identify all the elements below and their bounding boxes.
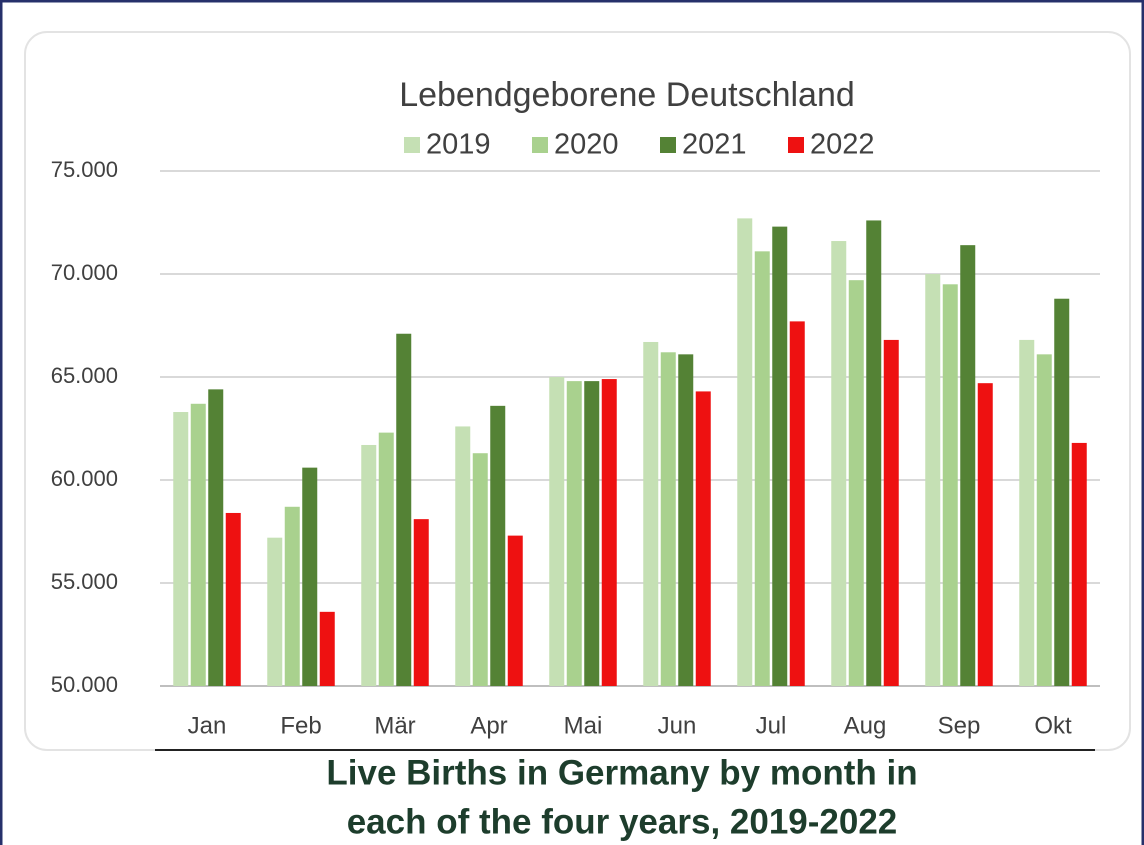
bar — [173, 412, 189, 686]
bar — [695, 391, 711, 686]
bar — [1054, 298, 1070, 686]
y-tick-label: 55.000 — [51, 569, 118, 594]
bar — [396, 333, 412, 686]
caption: each of the four years, 2019-2022 — [347, 802, 898, 841]
x-tick-label: Okt — [1034, 712, 1072, 739]
bar — [208, 389, 224, 686]
bar — [302, 467, 318, 686]
bar — [772, 226, 788, 686]
bar — [925, 274, 941, 686]
bar — [225, 512, 241, 686]
bar — [413, 519, 429, 686]
caption: Live Births in Germany by month in — [326, 753, 917, 792]
bar — [601, 379, 617, 686]
chart-title: Lebendgeborene Deutschland — [399, 76, 855, 114]
legend-label: 2020 — [554, 129, 619, 161]
bar — [1019, 339, 1035, 686]
bar — [977, 383, 993, 686]
bar — [678, 354, 694, 686]
bar — [866, 220, 882, 686]
bar — [190, 403, 206, 686]
bar — [455, 426, 471, 686]
y-tick-label: 50.000 — [51, 672, 118, 697]
x-tick-label: Jan — [188, 712, 227, 739]
bar — [831, 241, 847, 687]
x-tick-label: Mär — [374, 712, 415, 739]
bar — [1071, 442, 1087, 686]
bar — [789, 321, 805, 686]
bar — [284, 506, 300, 686]
x-tick-label: Sep — [938, 712, 981, 739]
x-tick-label: Jul — [756, 712, 787, 739]
bar — [566, 381, 582, 686]
x-tick-label: Apr — [470, 712, 507, 739]
bar — [549, 377, 565, 686]
y-tick-label: 60.000 — [51, 466, 118, 491]
x-tick-label: Feb — [280, 712, 321, 739]
bar — [378, 432, 394, 686]
bar — [754, 251, 770, 686]
bar — [883, 339, 899, 686]
bar — [848, 280, 864, 686]
x-tick-label: Mai — [564, 712, 603, 739]
x-tick-label: Aug — [844, 712, 887, 739]
bar — [737, 218, 753, 686]
legend-label: 2019 — [426, 129, 491, 161]
bar — [472, 453, 488, 686]
bar — [942, 284, 958, 686]
legend-swatch — [660, 137, 676, 153]
bar — [319, 611, 335, 686]
legend-swatch — [532, 137, 548, 153]
legend-swatch — [404, 137, 420, 153]
bar — [660, 352, 676, 686]
y-tick-label: 70.000 — [51, 260, 118, 285]
bar — [490, 405, 506, 686]
legend-swatch — [788, 137, 804, 153]
bar — [584, 381, 600, 686]
bar — [1036, 354, 1052, 686]
bar — [507, 535, 523, 686]
bar — [960, 245, 976, 686]
bar — [643, 341, 659, 686]
bar — [267, 537, 283, 686]
bar — [361, 444, 377, 686]
legend-label: 2021 — [682, 129, 747, 161]
legend-label: 2022 — [810, 129, 875, 161]
x-tick-label: Jun — [658, 712, 697, 739]
y-tick-label: 65.000 — [51, 363, 118, 388]
y-tick-label: 75.000 — [51, 157, 118, 182]
